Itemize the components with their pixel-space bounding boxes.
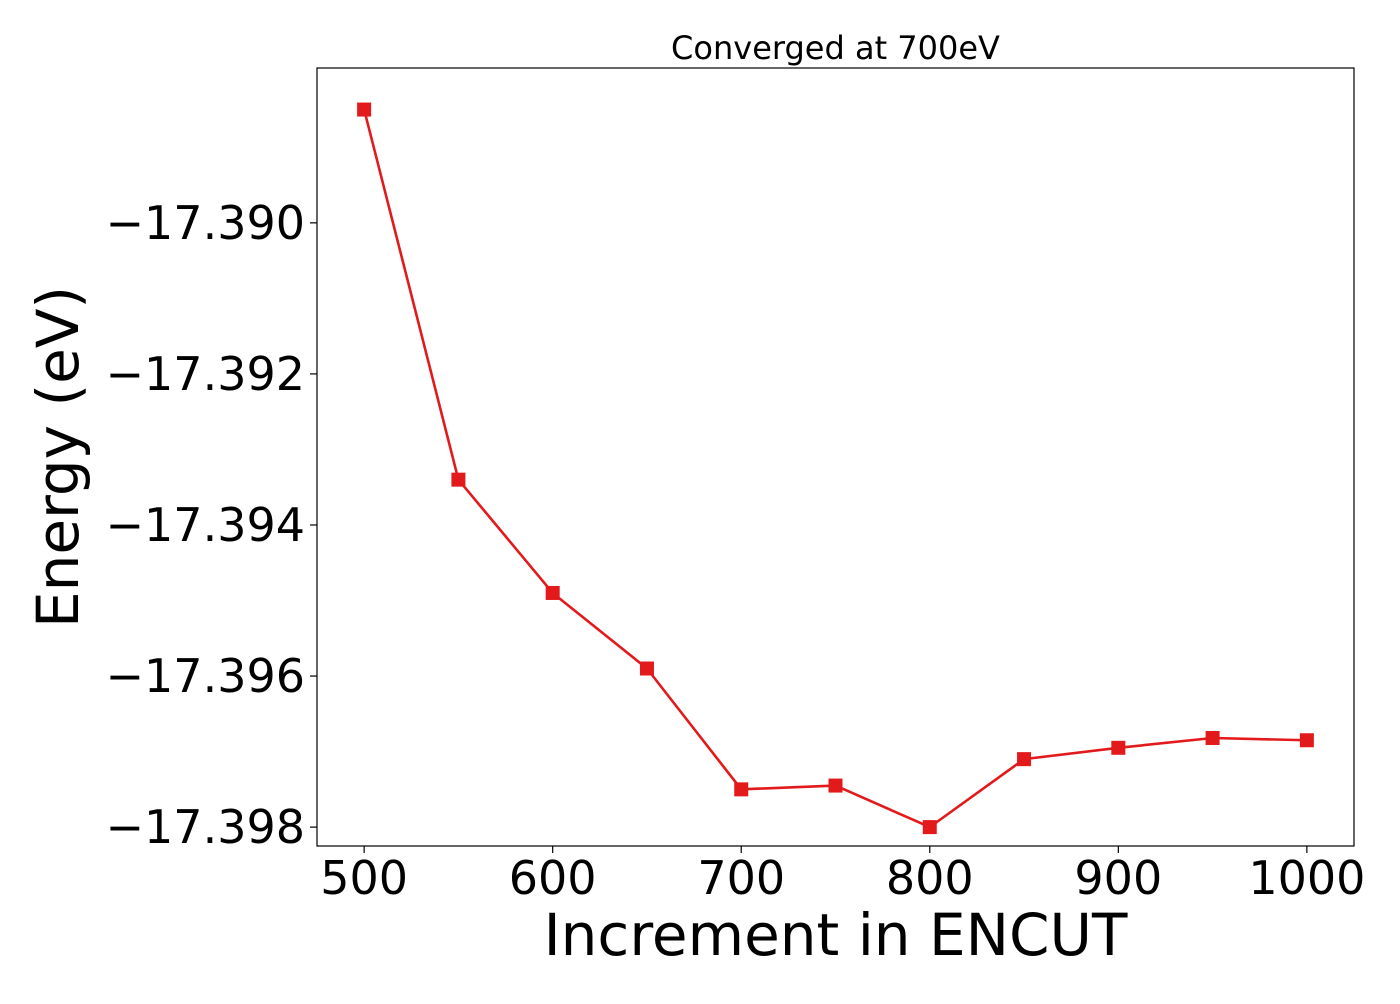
- x-tick-label: 600: [509, 851, 597, 905]
- series-line: [362, 109, 1307, 829]
- y-tick-label: −17.390: [106, 196, 306, 250]
- chart-title: Converged at 700eV: [671, 29, 1000, 67]
- data-point-marker: [1111, 740, 1126, 755]
- data-point-marker: [734, 782, 749, 797]
- data-point-marker: [1299, 733, 1314, 748]
- series-markers: [357, 102, 1314, 835]
- x-tick-label: 800: [886, 851, 974, 905]
- data-point-marker: [357, 102, 372, 117]
- y-tick-label: −17.398: [106, 800, 306, 854]
- data-point-marker: [828, 778, 843, 793]
- x-tick-label: 900: [1074, 851, 1162, 905]
- y-tick-label: −17.392: [106, 347, 306, 401]
- data-point-marker: [1017, 752, 1032, 767]
- y-axis-ticks: −17.390 −17.392 −17.394 −17.396 −17.398: [106, 196, 317, 854]
- x-axis-ticks: 500 600 700 800 900 1000: [320, 846, 1365, 905]
- data-point-marker: [639, 661, 654, 676]
- x-tick-label: 1000: [1248, 851, 1365, 905]
- y-axis-label: Energy (eV): [24, 286, 92, 628]
- data-point-marker: [922, 820, 937, 835]
- x-tick-label: 700: [697, 851, 785, 905]
- y-tick-label: −17.394: [106, 498, 306, 552]
- x-axis-label: Increment in ENCUT: [544, 901, 1128, 969]
- data-point-marker: [451, 472, 466, 487]
- x-tick-label: 500: [320, 851, 408, 905]
- data-point-marker: [1205, 730, 1220, 745]
- data-point-marker: [545, 585, 560, 600]
- y-tick-label: −17.396: [106, 649, 306, 703]
- plot-area-frame: [316, 67, 1355, 847]
